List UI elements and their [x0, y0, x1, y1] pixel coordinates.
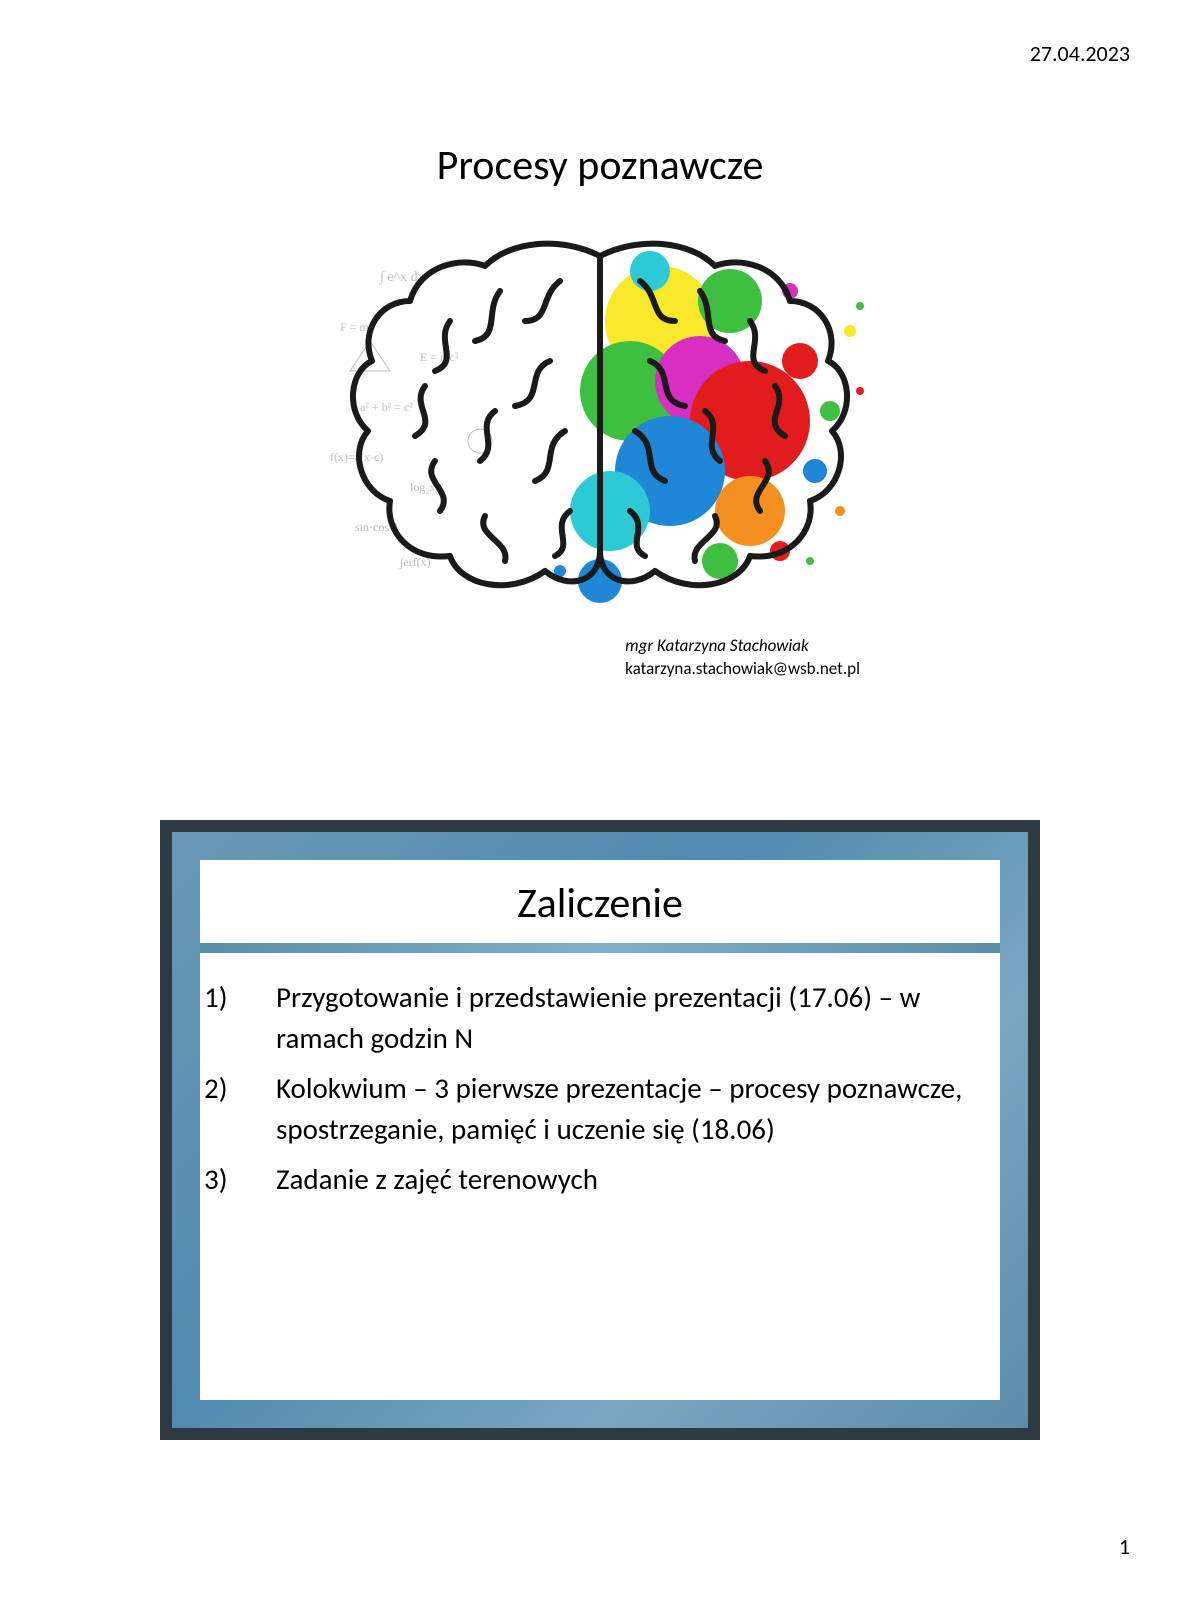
list-item: 1)Przygotowanie i przedstawienie prezent…: [240, 977, 970, 1058]
author-email: katarzyna.stachowiak@wsb.net.pl: [625, 658, 860, 681]
author-block: mgr Katarzyna Stachowiak katarzyna.stach…: [625, 635, 860, 681]
slide1-title: Procesy poznawcze: [160, 140, 1040, 191]
svg-text:E = mc²: E = mc²: [420, 350, 459, 364]
list-item: 2)Kolokwium – 3 pierwsze prezentacje – p…: [240, 1068, 970, 1149]
slide-1: Procesy poznawcze: [160, 140, 1040, 700]
list-text: Przygotowanie i przedstawienie prezentac…: [276, 979, 920, 1056]
page-number: 1: [1119, 1533, 1130, 1560]
slide-2: Zaliczenie 1)Przygotowanie i przedstawie…: [160, 820, 1040, 1440]
list-num: 2): [240, 1068, 276, 1109]
list-num: 1): [240, 977, 276, 1018]
list-num: 3): [240, 1159, 276, 1200]
author-name: mgr Katarzyna Stachowiak: [625, 635, 860, 658]
title-divider: [200, 943, 1000, 953]
list-text: Zadanie z zajęć terenowych: [276, 1161, 598, 1197]
slide2-title: Zaliczenie: [200, 860, 1000, 943]
list-item: 3)Zadanie z zajęć terenowych: [240, 1159, 970, 1200]
requirements-list: 1)Przygotowanie i przedstawienie prezent…: [200, 977, 1000, 1210]
list-text: Kolokwium – 3 pierwsze prezentacje – pro…: [276, 1070, 962, 1147]
document-date: 27.04.2023: [1030, 40, 1130, 67]
brain-illustration: ∫ e^x dx F = ma E = mc² a² + b² = c² f(x…: [300, 211, 900, 631]
svg-text:a² + b² = c²: a² + b² = c²: [360, 400, 413, 414]
brain-svg: ∫ e^x dx F = ma E = mc² a² + b² = c² f(x…: [300, 211, 900, 631]
left-math: ∫ e^x dx F = ma E = mc² a² + b² = c² f(x…: [330, 270, 492, 569]
slide2-content: Zaliczenie 1)Przygotowanie i przedstawie…: [200, 860, 1000, 1400]
